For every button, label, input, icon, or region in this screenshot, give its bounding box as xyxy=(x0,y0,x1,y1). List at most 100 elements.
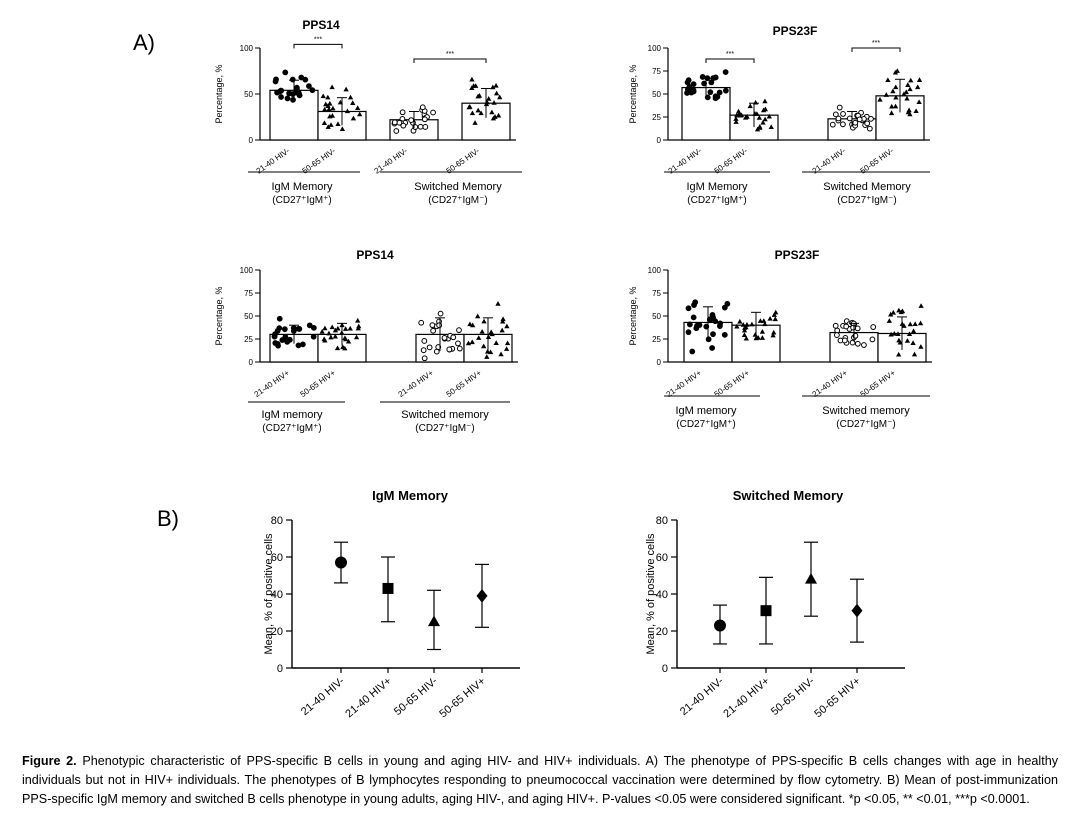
data-point xyxy=(350,100,356,105)
mean-point xyxy=(804,572,818,584)
data-point xyxy=(684,90,690,96)
data-point xyxy=(469,76,475,82)
data-point xyxy=(735,108,742,114)
data-point xyxy=(322,325,328,331)
data-point xyxy=(488,329,494,335)
data-point xyxy=(357,111,363,117)
panel-label-a: A) xyxy=(133,30,155,55)
data-point xyxy=(868,115,874,122)
y-tick-label: 0 xyxy=(249,136,254,145)
data-point xyxy=(890,88,896,94)
data-point xyxy=(890,309,896,315)
data-point xyxy=(712,74,719,81)
data-point xyxy=(490,84,496,90)
data-point xyxy=(344,108,351,114)
data-point xyxy=(274,89,280,96)
data-point xyxy=(701,80,708,87)
data-point xyxy=(356,323,362,329)
data-point xyxy=(759,329,766,334)
data-point xyxy=(271,333,278,340)
data-point xyxy=(345,338,352,344)
data-point xyxy=(293,84,300,91)
data-point xyxy=(495,301,501,306)
data-point xyxy=(353,334,360,340)
data-point xyxy=(707,89,714,96)
group-sublabel: (CD27⁺IgM⁺) xyxy=(272,195,331,206)
data-point xyxy=(866,125,873,132)
bar-group xyxy=(461,76,511,141)
data-point xyxy=(498,351,504,357)
data-point xyxy=(762,98,768,104)
category-label: 50-65 HIV+ xyxy=(859,368,898,399)
data-point xyxy=(705,336,712,343)
chart-title: IgM Memory xyxy=(372,488,449,503)
y-tick-label: 20 xyxy=(271,626,283,638)
bar-chart-4: PPS23F 0 25 50 75 100 Percentage, % 21-40 HIV+ 5… xyxy=(628,248,932,430)
data-point xyxy=(328,122,334,127)
y-tick-label: 40 xyxy=(271,589,283,601)
data-point xyxy=(306,83,312,89)
data-point xyxy=(476,93,483,98)
data-point xyxy=(334,345,341,351)
data-point xyxy=(710,331,716,338)
data-point xyxy=(492,114,498,119)
data-point xyxy=(706,316,713,323)
y-tick-label: 0 xyxy=(662,663,668,675)
data-point xyxy=(400,122,407,129)
data-point xyxy=(335,325,341,331)
bar-group xyxy=(269,69,319,141)
data-point xyxy=(329,324,335,330)
category-label: 50-65 HIV- xyxy=(392,675,440,718)
data-point xyxy=(690,81,697,88)
data-point xyxy=(475,107,481,113)
data-point xyxy=(421,338,428,344)
group-sublabel: (CD27⁺IgM⁺) xyxy=(676,419,735,430)
category-label: 50-65 HIV- xyxy=(859,146,896,175)
data-point xyxy=(734,112,740,118)
caption-label: Figure 2. xyxy=(22,754,77,768)
data-point xyxy=(339,126,346,132)
data-point xyxy=(757,318,764,323)
data-point xyxy=(703,323,710,330)
data-point xyxy=(836,104,843,111)
data-point xyxy=(773,309,779,315)
bar-group xyxy=(731,309,781,363)
data-point xyxy=(757,124,763,129)
data-point xyxy=(472,120,478,125)
data-point xyxy=(327,113,333,119)
y-axis-label: Percentage, % xyxy=(214,64,224,123)
data-point xyxy=(327,100,333,106)
data-point xyxy=(889,103,895,109)
category-label: 21-40 HIV- xyxy=(667,146,704,175)
category-label: 50-65 HIV- xyxy=(445,146,482,175)
data-point xyxy=(399,109,406,116)
y-axis-label: Mean, % of positive cells xyxy=(645,533,657,655)
data-point xyxy=(722,87,729,94)
y-tick-label: 50 xyxy=(244,312,253,321)
data-point xyxy=(770,332,776,338)
category-label: 50-65 HIV+ xyxy=(437,675,488,720)
data-point xyxy=(734,323,740,329)
data-point xyxy=(493,340,499,345)
data-point xyxy=(310,324,317,331)
data-point xyxy=(743,335,749,341)
bar-group xyxy=(681,69,731,141)
y-axis-label: Percentage, % xyxy=(628,64,638,123)
data-point xyxy=(469,110,476,116)
data-point xyxy=(709,345,716,351)
data-point xyxy=(886,318,892,323)
data-point xyxy=(916,99,922,105)
data-point xyxy=(481,318,487,324)
bar-group xyxy=(827,104,877,141)
data-point xyxy=(393,128,400,134)
category-label: 50-65 HIV- xyxy=(769,675,817,718)
y-tick-label: 20 xyxy=(656,626,668,638)
data-point xyxy=(489,109,495,115)
data-point xyxy=(456,327,462,334)
significance-label: *** xyxy=(446,51,454,58)
y-tick-label: 80 xyxy=(271,515,283,527)
data-point xyxy=(503,346,510,351)
y-tick-label: 25 xyxy=(652,335,661,344)
data-point xyxy=(343,86,349,92)
